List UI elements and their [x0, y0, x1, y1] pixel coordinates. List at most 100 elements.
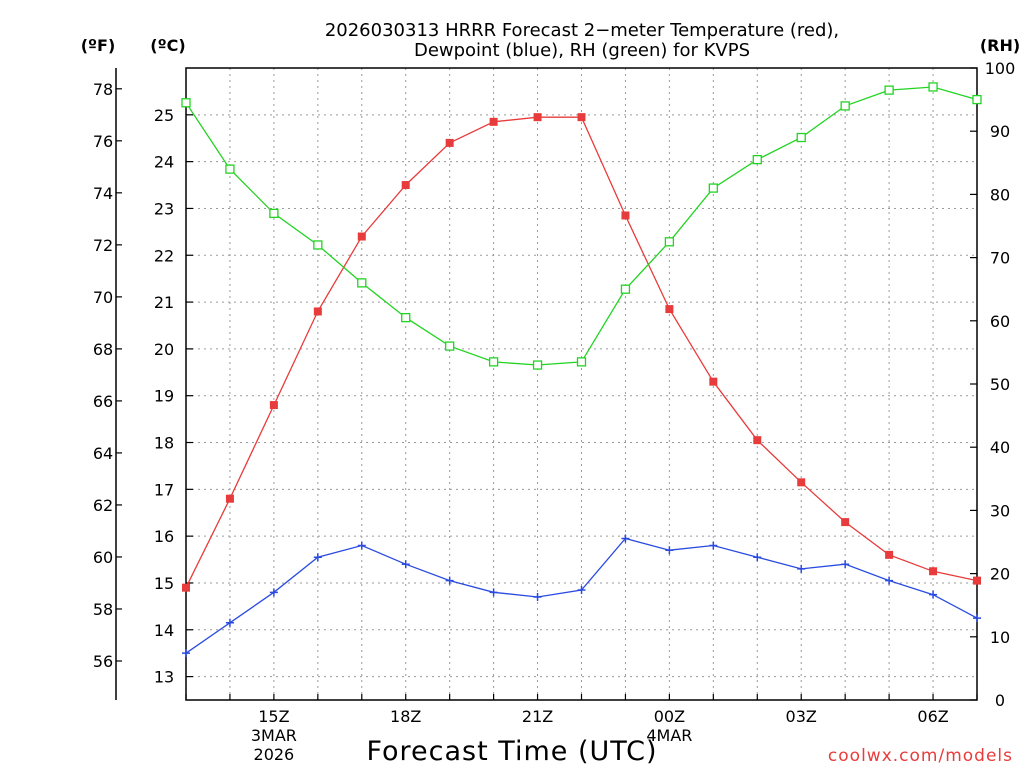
rh-unit-label: (RH) — [980, 36, 1020, 55]
x-tick-label: 06Z — [917, 707, 948, 726]
temperature-point — [621, 211, 630, 220]
temperature-point — [929, 567, 938, 576]
celsius-tick-label: 25 — [154, 106, 174, 125]
rh-tick-label: 70 — [990, 249, 1010, 268]
temperature-point — [709, 377, 718, 386]
fahrenheit-tick-label: 78 — [93, 80, 113, 99]
dewpoint-point — [489, 588, 498, 597]
dewpoint-point — [709, 541, 718, 550]
celsius-tick-label: 17 — [154, 480, 174, 499]
temperature-point — [357, 232, 366, 241]
x-axis-title: Forecast Time (UTC) — [366, 736, 657, 767]
dewpoint-point — [665, 546, 674, 555]
rh-tick-label: 0 — [995, 691, 1005, 710]
temperature-point — [182, 583, 190, 592]
temperature-point — [533, 113, 542, 122]
dewpoint-point — [357, 541, 366, 550]
dewpoint-point — [929, 590, 938, 599]
rh-point — [928, 82, 938, 92]
temperature-line — [185, 116, 978, 588]
rh-point — [796, 132, 806, 143]
dewpoint-point — [577, 585, 586, 594]
temperature-point — [489, 117, 498, 126]
rh-point — [576, 357, 587, 367]
rh-point — [357, 278, 367, 288]
dewpoint-point — [225, 618, 234, 627]
rh-point — [181, 98, 191, 108]
chart-axes: 56 58 60 62 64 66 68 70 72 74 76 78 13 14 15 16 17 18 19 20… — [93, 59, 1015, 764]
temperature-point — [885, 550, 894, 559]
rh-tick-label: 60 — [990, 312, 1010, 331]
fahrenheit-tick-label: 56 — [93, 652, 113, 671]
temperature-point — [841, 518, 850, 527]
dewpoint-point — [797, 564, 806, 573]
temperature-point — [269, 401, 278, 410]
rh-point — [708, 183, 718, 193]
dewpoint-point — [885, 576, 894, 585]
celsius-unit-label: (ºC) — [150, 36, 185, 55]
plot-frame — [185, 67, 978, 701]
rh-point — [752, 154, 762, 165]
temperature-point — [665, 305, 674, 314]
rh-tick-label: 20 — [990, 565, 1010, 584]
fahrenheit-tick-label: 66 — [93, 392, 113, 411]
celsius-tick-label: 22 — [154, 246, 174, 265]
fahrenheit-tick-label: 58 — [93, 600, 113, 619]
rh-tick-label: 10 — [990, 628, 1010, 647]
temperature-point — [797, 478, 806, 487]
x-tick-label: 18Z — [390, 707, 421, 726]
temperature-point — [973, 576, 981, 585]
rh-point — [884, 85, 894, 95]
x-tick-sublabel: 4MAR — [646, 726, 692, 745]
celsius-tick-label: 24 — [154, 153, 174, 172]
rh-tick-label: 100 — [985, 59, 1016, 78]
fahrenheit-tick-label: 68 — [93, 340, 113, 359]
x-tick-label: 00Z — [654, 707, 685, 726]
rh-tick-label: 90 — [990, 122, 1010, 141]
fahrenheit-tick-label: 72 — [93, 236, 113, 255]
celsius-tick-label: 16 — [154, 527, 174, 546]
grid-lines — [186, 68, 977, 700]
fahrenheit-tick-label: 70 — [93, 288, 113, 307]
chart-title-line1: 2026030313 HRRR Forecast 2−meter Tempera… — [325, 20, 839, 41]
dewpoint-point — [973, 614, 981, 623]
celsius-tick-label: 18 — [154, 434, 174, 453]
fahrenheit-tick-label: 64 — [93, 444, 113, 463]
celsius-tick-label: 13 — [154, 668, 174, 687]
dewpoint-point — [621, 534, 630, 543]
rh-point — [445, 341, 455, 351]
rh-point — [401, 312, 411, 323]
rh-tick-label: 40 — [990, 438, 1010, 457]
chart-title-line2: Dewpoint (blue), RH (green) for KVPS — [414, 40, 750, 61]
rh-point — [664, 237, 675, 247]
dewpoint-point — [533, 593, 542, 602]
rh-point — [313, 240, 323, 250]
celsius-tick-label: 19 — [154, 387, 174, 406]
celsius-tick-label: 20 — [154, 340, 174, 359]
dewpoint-point — [753, 553, 762, 562]
fahrenheit-tick-label: 62 — [93, 496, 113, 515]
dewpoint-point — [841, 560, 850, 569]
watermark: coolwx.com/models — [828, 746, 1013, 766]
temperature-point — [577, 113, 586, 122]
dewpoint-point — [401, 560, 410, 569]
dewpoint-point — [182, 649, 190, 658]
temperature-point — [225, 494, 234, 503]
x-tick-label: 03Z — [786, 707, 817, 726]
x-tick-sublabel: 2026 — [254, 745, 295, 764]
rh-point — [620, 284, 631, 294]
data-series — [181, 82, 982, 658]
rh-tick-label: 80 — [990, 185, 1010, 204]
dewpoint-point — [269, 588, 278, 597]
x-tick-sublabel: 3MAR — [251, 726, 297, 745]
temperature-point — [401, 181, 410, 190]
fahrenheit-unit-label: (ºF) — [81, 36, 116, 55]
fahrenheit-tick-label: 74 — [93, 184, 113, 203]
rh-point — [840, 101, 850, 111]
rh-point — [225, 164, 235, 174]
fahrenheit-tick-label: 76 — [93, 132, 113, 151]
temperature-point — [753, 436, 762, 445]
rh-point — [488, 357, 499, 367]
